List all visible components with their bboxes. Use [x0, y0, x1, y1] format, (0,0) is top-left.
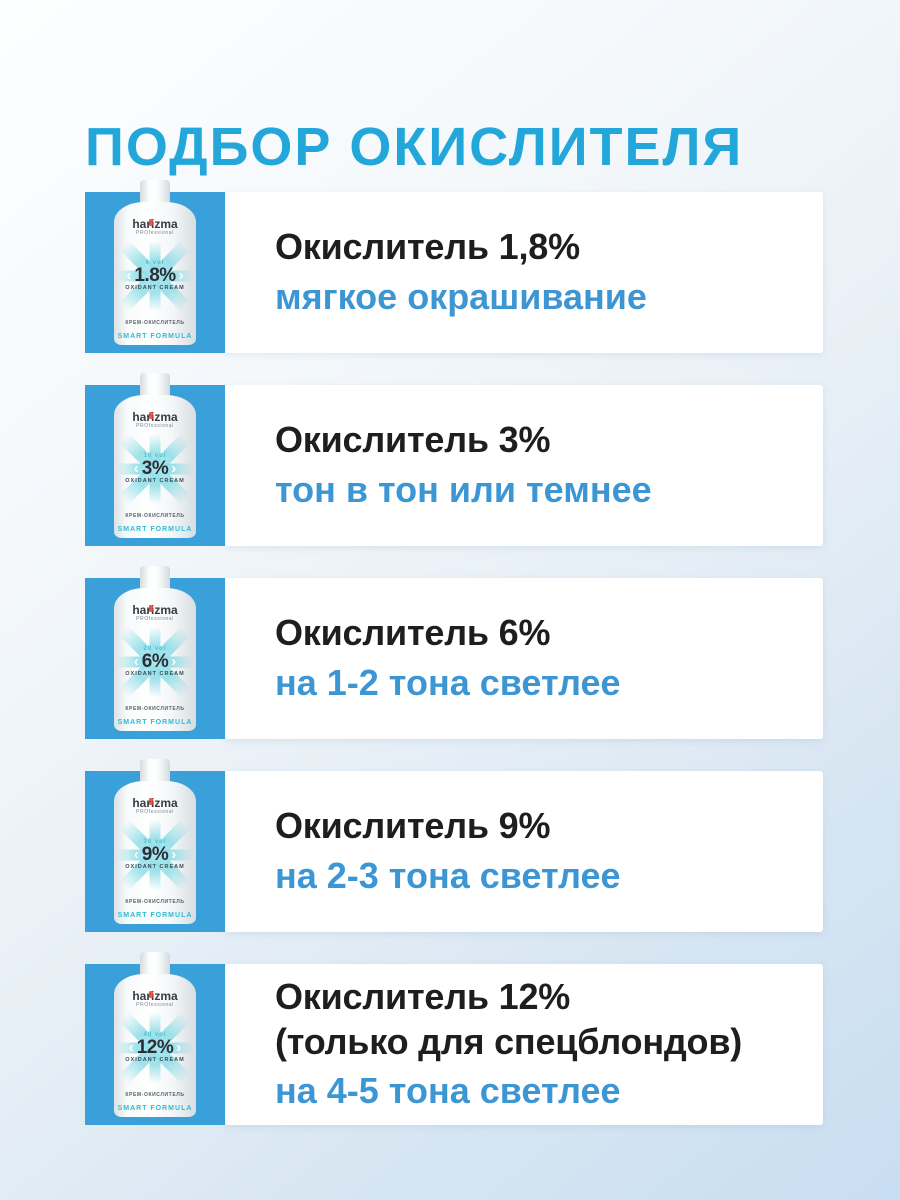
chevron-right-icon: › [171, 845, 177, 863]
page-title: ПОДБОР ОКИСЛИТЕЛЯ [85, 117, 744, 178]
card-subtitle: на 4-5 тона светлее [275, 1070, 621, 1112]
oxidant-bottle-image: harizma PROfessional 20 vol ‹ 6% › [114, 566, 196, 731]
starburst-icon: 6 vol ‹ 1.8% › OXIDANT CREAM [115, 238, 195, 314]
smart-formula-label: SMART FORMULA [117, 719, 193, 726]
starburst-icon: 20 vol ‹ 6% › OXIDANT CREAM [115, 624, 195, 700]
brand-sublogo: PROfessional [136, 230, 174, 236]
oxidant-bottle-image: harizma PROfessional 40 vol ‹ 12% › [114, 952, 196, 1117]
bottle-tile: harizma PROfessional 10 vol ‹ 3% › [85, 373, 225, 546]
description-card: Окислитель 1,8% мягкое окрашивание [225, 192, 823, 353]
bottle-body: harizma PROfessional 20 vol ‹ 6% › [114, 588, 196, 731]
smart-formula-label: SMART FORMULA [117, 526, 193, 533]
chevron-left-icon: ‹ [133, 845, 139, 863]
oxidant-cream-label: OXIDANT CREAM [125, 670, 185, 677]
oxidizer-row: harizma PROfessional 10 vol ‹ 3% › [85, 373, 823, 546]
bottle-body: harizma PROfessional 30 vol ‹ 9% › [114, 781, 196, 924]
percent-label: 9% [141, 843, 169, 865]
chevron-right-icon: › [176, 1038, 182, 1056]
ru-cream-label: КРЕМ-ОКИСЛИТЕЛЬ [125, 706, 185, 712]
bottle-body: harizma PROfessional 6 vol ‹ 1.8% › [114, 202, 196, 345]
oxidizer-row: harizma PROfessional 20 vol ‹ 6% › [85, 566, 823, 739]
bottle-body: harizma PROfessional 40 vol ‹ 12% › [114, 974, 196, 1117]
card-title-line2: (только для спецблондов) [275, 1020, 743, 1062]
percent-row: ‹ 1.8% › [126, 266, 183, 285]
brand-sublogo: PROfessional [136, 423, 174, 429]
oxidant-cream-label: OXIDANT CREAM [125, 1056, 185, 1063]
card-title: Окислитель 12% [275, 976, 571, 1018]
oxidant-cream-label: OXIDANT CREAM [125, 863, 185, 870]
oxidizer-rows: harizma PROfessional 6 vol ‹ 1.8% › [85, 180, 823, 1125]
card-title: Окислитель 1,8% [275, 226, 580, 268]
percent-label: 3% [141, 457, 169, 479]
smart-formula-label: SMART FORMULA [117, 1105, 193, 1112]
brand-sublogo: PROfessional [136, 1002, 174, 1008]
starburst-icon: 10 vol ‹ 3% › OXIDANT CREAM [115, 431, 195, 507]
vol-label: 40 vol [143, 1031, 167, 1038]
bottle-cap [140, 373, 170, 396]
oxidant-bottle-image: harizma PROfessional 6 vol ‹ 1.8% › [114, 180, 196, 345]
oxidizer-row: harizma PROfessional 40 vol ‹ 12% › [85, 952, 823, 1125]
description-card: Окислитель 6% на 1-2 тона светлее [225, 578, 823, 739]
card-subtitle: на 2-3 тона светлее [275, 855, 621, 896]
description-card: Окислитель 12% (только для спецблондов) … [225, 964, 823, 1125]
ru-cream-label: КРЕМ-ОКИСЛИТЕЛЬ [125, 320, 185, 326]
brand-logo: harizma [132, 989, 178, 1003]
card-title: Окислитель 9% [275, 805, 551, 847]
brand-logo: harizma [132, 603, 178, 617]
card-subtitle: тон в тон или темнее [275, 469, 652, 510]
description-card: Окислитель 3% тон в тон или темнее [225, 385, 823, 546]
bottle-tile: harizma PROfessional 20 vol ‹ 6% › [85, 566, 225, 739]
vol-label: 20 vol [143, 645, 167, 652]
ru-cream-label: КРЕМ-ОКИСЛИТЕЛЬ [125, 899, 185, 905]
chevron-left-icon: ‹ [133, 652, 139, 670]
card-subtitle: на 1-2 тона светлее [275, 662, 621, 703]
ru-cream-label: КРЕМ-ОКИСЛИТЕЛЬ [125, 1092, 185, 1098]
chevron-right-icon: › [178, 266, 184, 284]
chevron-left-icon: ‹ [126, 266, 132, 284]
oxidizer-row: harizma PROfessional 6 vol ‹ 1.8% › [85, 180, 823, 353]
chevron-right-icon: › [171, 652, 177, 670]
bottle-body: harizma PROfessional 10 vol ‹ 3% › [114, 395, 196, 538]
chevron-right-icon: › [171, 459, 177, 477]
brand-logo: harizma [132, 217, 178, 231]
percent-row: ‹ 12% › [129, 1038, 182, 1057]
bottle-tile: harizma PROfessional 6 vol ‹ 1.8% › [85, 180, 225, 353]
percent-row: ‹ 6% › [134, 652, 176, 671]
starburst-icon: 40 vol ‹ 12% › OXIDANT CREAM [115, 1010, 195, 1086]
percent-row: ‹ 9% › [134, 845, 176, 864]
chevron-left-icon: ‹ [128, 1038, 134, 1056]
bottle-cap [140, 566, 170, 589]
vol-label: 30 vol [143, 838, 167, 845]
vol-label: 10 vol [143, 452, 167, 459]
bottle-tile: harizma PROfessional 30 vol ‹ 9% › [85, 759, 225, 932]
card-subtitle: мягкое окрашивание [275, 276, 647, 317]
smart-formula-label: SMART FORMULA [117, 912, 193, 919]
percent-label: 12% [136, 1036, 174, 1058]
percent-label: 6% [141, 650, 169, 672]
percent-row: ‹ 3% › [134, 459, 176, 478]
oxidant-bottle-image: harizma PROfessional 30 vol ‹ 9% › [114, 759, 196, 924]
brand-sublogo: PROfessional [136, 809, 174, 815]
oxidant-cream-label: OXIDANT CREAM [125, 284, 185, 291]
oxidant-cream-label: OXIDANT CREAM [125, 477, 185, 484]
brand-sublogo: PROfessional [136, 616, 174, 622]
bottle-tile: harizma PROfessional 40 vol ‹ 12% › [85, 952, 225, 1125]
smart-formula-label: SMART FORMULA [117, 333, 193, 340]
chevron-left-icon: ‹ [133, 459, 139, 477]
ru-cream-label: КРЕМ-ОКИСЛИТЕЛЬ [125, 513, 185, 519]
brand-logo: harizma [132, 410, 178, 424]
starburst-icon: 30 vol ‹ 9% › OXIDANT CREAM [115, 817, 195, 893]
bottle-cap [140, 759, 170, 782]
description-card: Окислитель 9% на 2-3 тона светлее [225, 771, 823, 932]
oxidant-bottle-image: harizma PROfessional 10 vol ‹ 3% › [114, 373, 196, 538]
vol-label: 6 vol [145, 259, 165, 266]
oxidizer-row: harizma PROfessional 30 vol ‹ 9% › [85, 759, 823, 932]
card-title: Окислитель 3% [275, 419, 551, 461]
brand-logo: harizma [132, 796, 178, 810]
bottle-cap [140, 952, 170, 975]
percent-label: 1.8% [134, 264, 176, 286]
bottle-cap [140, 180, 170, 203]
card-title: Окислитель 6% [275, 612, 551, 654]
